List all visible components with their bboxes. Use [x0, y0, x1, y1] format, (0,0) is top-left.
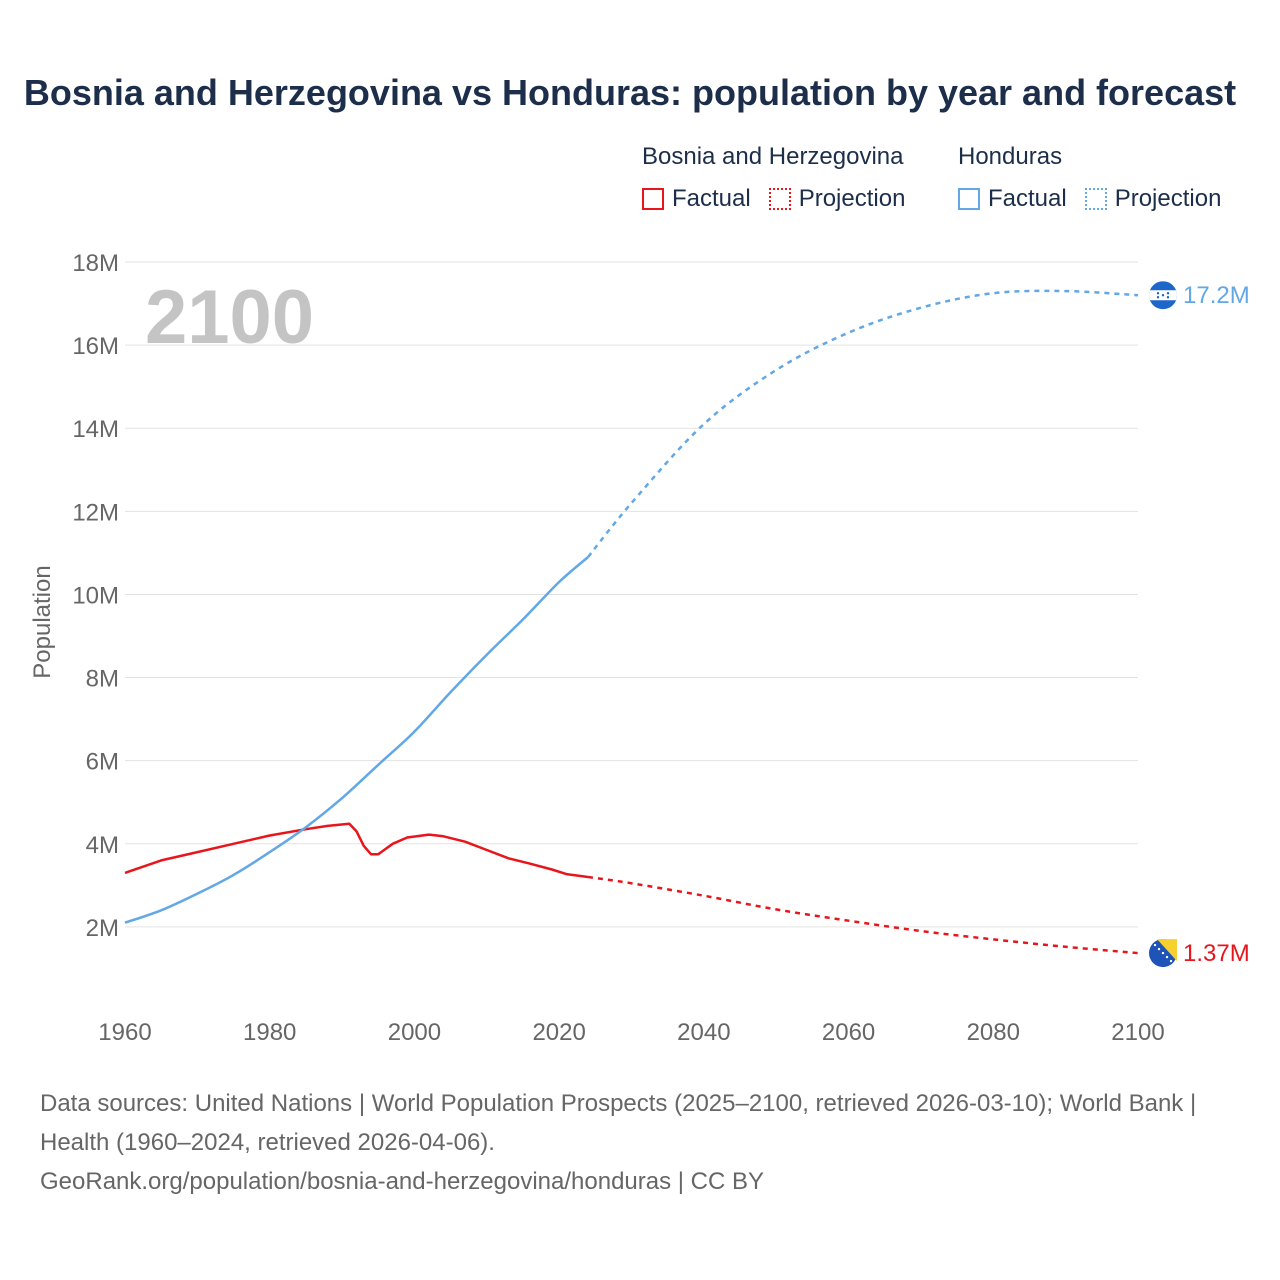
y-tick-label: 6M — [86, 749, 119, 776]
chart-title: Bosnia and Herzegovina vs Honduras: popu… — [23, 72, 1237, 113]
legend-label: Projection — [798, 185, 906, 212]
legend-label: Projection — [1114, 185, 1222, 212]
legend-group-name: Bosnia and Herzegovina — [642, 143, 904, 170]
legend-swatch-factual-honduras — [958, 188, 980, 210]
y-tick-label: 4M — [86, 832, 119, 859]
y-tick-label: 18M — [72, 250, 119, 277]
legend-swatch-projection-honduras — [1084, 188, 1107, 210]
data-sources: Data sources: United Nations | World Pop… — [40, 1090, 1197, 1156]
series-line-projection-honduras[interactable] — [587, 289, 1139, 558]
y-tick-label: 10M — [72, 582, 119, 609]
y-axis-ticks: 2M 4M 6M 8M 10M 12M 14M 16M 18M — [72, 250, 119, 942]
legend-entry-projection[interactable]: Projection — [1084, 185, 1222, 213]
y-tick-label: 12M — [72, 499, 119, 526]
legend-swatch-factual-bosnia — [642, 188, 664, 210]
x-tick-label: 2060 — [822, 1019, 875, 1046]
x-tick-label: 2080 — [967, 1019, 1020, 1046]
series-lines — [124, 289, 1139, 955]
x-tick-label: 2100 — [1111, 1019, 1164, 1046]
legend-group-bosnia: Bosnia and Herzegovina Factual Projectio… — [642, 143, 923, 213]
legend-entry-factual[interactable]: Factual — [642, 185, 751, 213]
legend-label: Factual — [672, 185, 751, 212]
x-tick-label: 2000 — [388, 1019, 441, 1046]
legend-label: Factual — [988, 185, 1067, 212]
x-axis-ticks: 1960 1980 2000 2020 2040 2060 2080 2100 — [98, 1019, 1164, 1046]
y-axis-label: Population — [29, 565, 56, 678]
legend-entry-projection[interactable]: Projection — [768, 185, 906, 213]
end-markers: 1.37M 17.2M — [1149, 281, 1250, 968]
attribution-link[interactable]: GeoRank.org/population/bosnia-and-herzeg… — [40, 1168, 765, 1195]
y-tick-label: 8M — [86, 666, 119, 693]
flag-icon-bosnia — [1149, 939, 1177, 968]
x-tick-label: 1980 — [243, 1019, 296, 1046]
flag-icon-honduras — [1149, 281, 1177, 310]
grid-lines — [125, 261, 1138, 928]
end-value-label-bosnia: 1.37M — [1183, 940, 1250, 967]
legend-entry-factual[interactable]: Factual — [958, 185, 1067, 213]
y-tick-label: 2M — [86, 915, 119, 942]
y-tick-label: 16M — [72, 333, 119, 360]
legend-group-honduras: Honduras Factual Projection — [958, 143, 1239, 213]
y-tick-label: 14M — [72, 416, 119, 443]
end-value-label-honduras: 17.2M — [1183, 282, 1250, 309]
x-tick-label: 2020 — [532, 1019, 585, 1046]
x-tick-label: 2040 — [677, 1019, 730, 1046]
series-line-factual-honduras[interactable] — [124, 556, 589, 924]
legend-swatch-projection-bosnia — [768, 188, 791, 210]
series-line-factual-bosnia[interactable] — [124, 822, 589, 879]
legend-group-name: Honduras — [958, 143, 1063, 170]
series-line-projection-bosnia[interactable] — [587, 875, 1139, 955]
x-tick-label: 1960 — [98, 1019, 151, 1046]
footer: Data sources: United Nations | World Pop… — [40, 1084, 1240, 1201]
year-watermark: 2100 — [145, 275, 314, 360]
